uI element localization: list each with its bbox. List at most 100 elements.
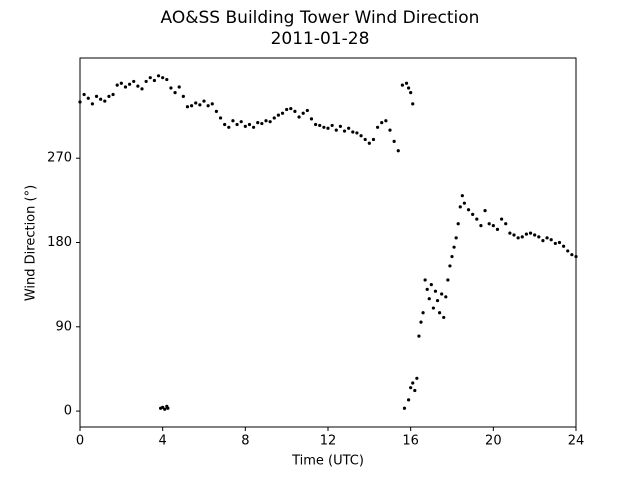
data-point	[452, 245, 456, 249]
data-point	[152, 78, 156, 83]
data-point	[460, 194, 464, 198]
data-point	[411, 381, 415, 385]
data-point	[508, 231, 512, 235]
data-point	[115, 83, 119, 87]
data-point	[107, 94, 111, 98]
data-point	[293, 109, 297, 113]
x-tick-label: 8	[241, 434, 249, 449]
data-point	[103, 99, 107, 103]
data-point	[359, 134, 363, 138]
data-point	[435, 298, 440, 303]
data-point	[384, 119, 388, 123]
data-point	[264, 119, 268, 123]
data-point	[421, 311, 425, 315]
data-point	[206, 104, 210, 108]
data-point	[111, 92, 115, 97]
data-point	[128, 82, 132, 86]
data-point	[132, 79, 136, 84]
data-point	[462, 201, 466, 205]
data-point	[495, 227, 500, 231]
data-point	[557, 240, 562, 245]
data-point	[305, 108, 309, 113]
data-point	[318, 123, 322, 128]
data-point	[392, 139, 396, 143]
y-tick-label: 180	[47, 235, 72, 250]
data-point	[419, 320, 423, 324]
data-point	[442, 315, 446, 320]
data-point	[413, 388, 417, 393]
y-tick-label: 0	[64, 404, 72, 419]
data-point	[454, 236, 458, 240]
data-point	[161, 405, 165, 409]
data-point	[165, 77, 169, 82]
data-point	[427, 297, 431, 301]
data-point	[541, 239, 545, 243]
data-point	[570, 253, 574, 257]
data-point	[376, 125, 380, 129]
data-point	[458, 205, 462, 209]
data-point	[448, 264, 452, 268]
data-point	[537, 235, 541, 239]
chart-title: AO&SS Building Tower Wind Direction	[161, 8, 480, 28]
data-point	[512, 233, 516, 237]
data-point	[520, 235, 524, 239]
data-point	[239, 120, 243, 124]
y-tick-label: 270	[47, 151, 72, 166]
data-point	[161, 76, 165, 80]
data-point	[363, 137, 367, 142]
data-point	[309, 117, 314, 121]
data-point	[252, 125, 256, 129]
data-point	[411, 102, 415, 106]
data-point	[326, 126, 330, 130]
x-tick-label: 20	[485, 434, 502, 449]
data-point	[444, 295, 448, 299]
data-point	[177, 85, 181, 89]
data-point	[235, 122, 239, 127]
data-point	[483, 209, 487, 213]
x-tick-label: 0	[76, 434, 84, 449]
data-point	[562, 244, 566, 248]
data-point	[400, 83, 404, 87]
data-point	[202, 99, 206, 103]
data-point	[504, 222, 508, 226]
x-axis-label: Time (UTC)	[291, 454, 364, 469]
data-point	[516, 236, 520, 240]
data-point	[218, 116, 223, 120]
data-point	[367, 141, 371, 145]
data-point	[528, 231, 533, 235]
data-point	[181, 94, 185, 98]
data-point	[280, 111, 285, 115]
data-point	[466, 208, 471, 212]
data-point	[433, 289, 438, 293]
data-point	[163, 407, 167, 411]
y-tick-label: 90	[55, 319, 72, 334]
x-tick-label: 12	[320, 434, 337, 449]
data-point	[99, 97, 103, 101]
data-point	[276, 113, 280, 117]
data-point	[431, 306, 435, 310]
data-point	[407, 398, 411, 402]
data-point	[227, 125, 231, 129]
data-point	[347, 126, 351, 130]
data-point	[169, 86, 173, 90]
data-point	[409, 91, 413, 95]
data-point	[479, 224, 483, 228]
data-point	[545, 236, 549, 240]
data-point	[190, 104, 194, 108]
data-point	[285, 107, 289, 112]
data-point	[272, 116, 276, 120]
data-point	[417, 334, 421, 338]
data-point	[500, 217, 504, 221]
data-point	[123, 85, 128, 89]
data-point	[423, 278, 427, 282]
data-point	[404, 81, 409, 85]
data-point	[86, 96, 90, 100]
data-point	[322, 125, 326, 129]
data-point	[185, 105, 190, 109]
data-point	[491, 224, 495, 228]
data-point	[78, 100, 82, 104]
data-point	[402, 406, 407, 410]
data-point	[334, 128, 338, 132]
y-axis-label: Wind Direction (°)	[24, 185, 39, 301]
